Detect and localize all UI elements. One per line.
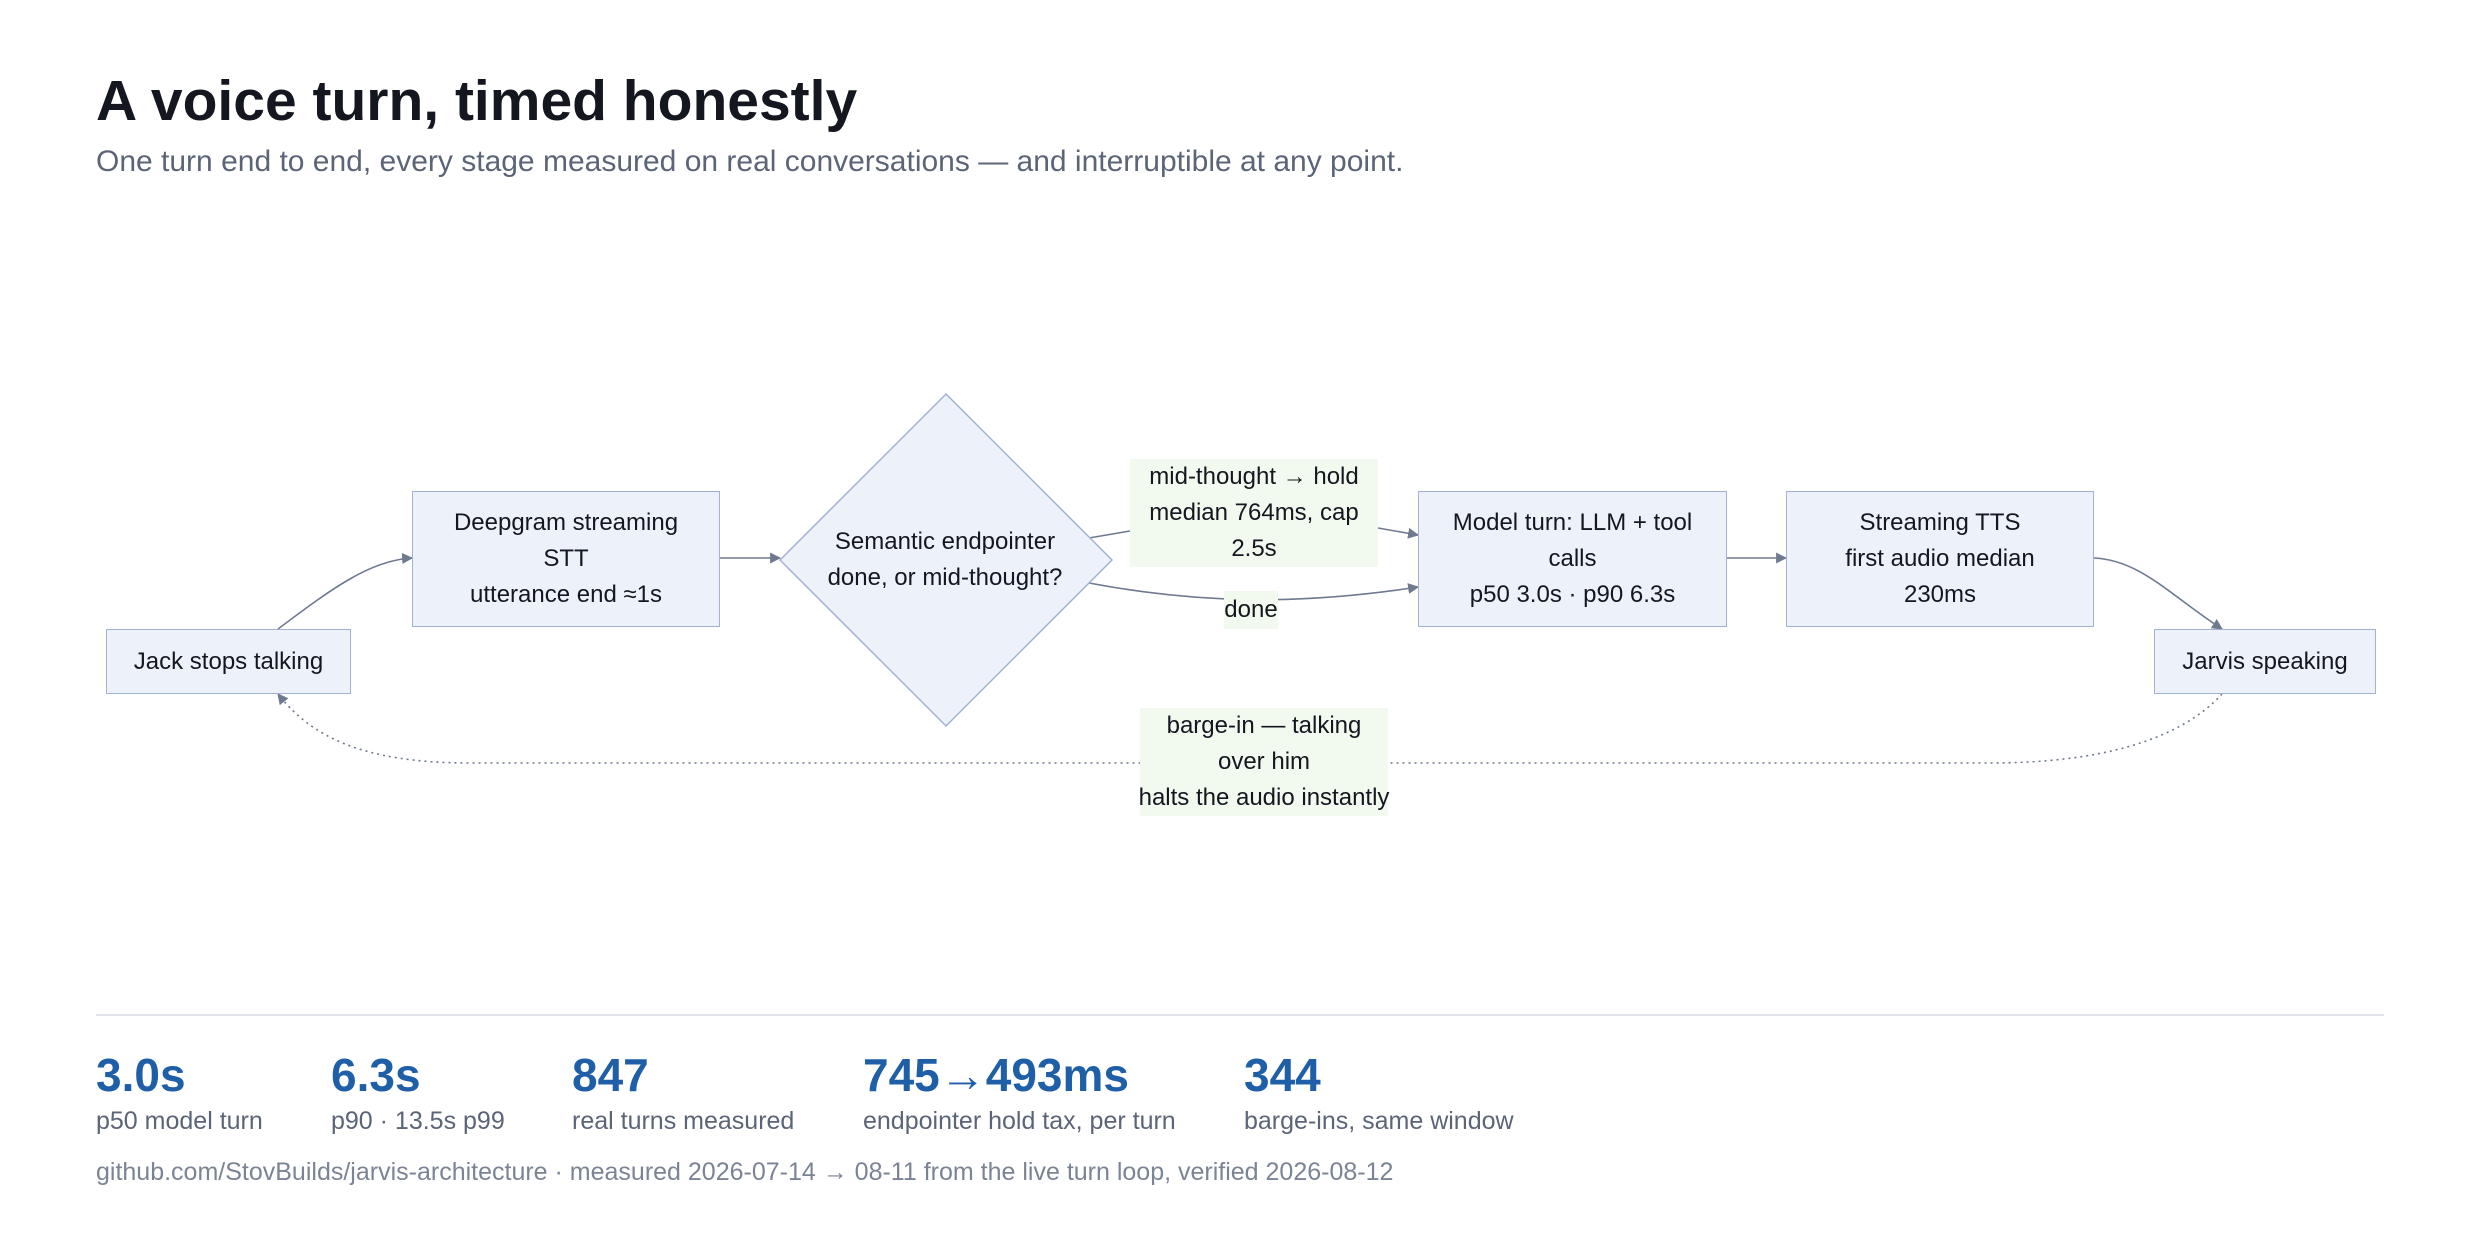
stat-p50-model-turn-value: 3.0s bbox=[96, 1049, 186, 1101]
node-model-turn-line-1: Model turn: LLM + tool bbox=[1452, 509, 1693, 536]
stat-endpointer-hold-tax-label: endpointer hold tax, per turn bbox=[863, 1107, 1176, 1135]
node-streaming-tts-line-3: 230ms bbox=[1903, 581, 1977, 608]
node-jack-stops-talking: Jack stops talking bbox=[106, 629, 351, 694]
edge-tts-to-end bbox=[2093, 557, 2223, 630]
stat-barge-ins: 344 barge-ins, same window bbox=[1244, 1048, 1514, 1136]
node-streaming-tts: Streaming TTS first audio median 230ms bbox=[1786, 491, 2094, 627]
stat-endpointer-hold-tax-value: 745→493ms bbox=[863, 1049, 1129, 1101]
stat-p90: 6.3s p90 · 13.5s p99 bbox=[331, 1048, 505, 1136]
node-semantic-endpointer-line-2: done, or mid-thought? bbox=[827, 564, 1063, 591]
stat-barge-ins-label: barge-ins, same window bbox=[1244, 1107, 1514, 1135]
node-deepgram-stt-line-2: STT bbox=[543, 545, 589, 572]
page-subtitle: One turn end to end, every stage measure… bbox=[96, 145, 1404, 178]
edge-label-barge-in: barge-in — talking over him halts the au… bbox=[1138, 708, 1390, 816]
node-semantic-endpointer: Semantic endpointer done, or mid-thought… bbox=[780, 518, 1110, 602]
node-jarvis-speaking-line-1: Jarvis speaking bbox=[2182, 647, 2348, 675]
footer-source-note: github.com/StovBuilds/jarvis-architectur… bbox=[96, 1158, 1394, 1186]
node-jack-stops-talking-line-1: Jack stops talking bbox=[133, 647, 324, 675]
stat-turns-measured-value: 847 bbox=[572, 1049, 649, 1101]
edge-label-hold-line-2: median 764ms, cap bbox=[1149, 499, 1359, 526]
stat-p90-value: 6.3s bbox=[331, 1049, 421, 1101]
edge-label-hold: mid-thought → hold median 764ms, cap 2.5… bbox=[1130, 459, 1378, 567]
edge-endpointer-hold bbox=[1088, 530, 1131, 539]
edge-label-hold-line-3: 2.5s bbox=[1231, 535, 1277, 562]
edge-label-hold-line-1: mid-thought → hold bbox=[1149, 463, 1359, 490]
edge-label-done-line-1: done bbox=[1224, 596, 1278, 623]
edge-endpointer-hold-arrow bbox=[1377, 527, 1420, 539]
stat-endpointer-hold-tax: 745→493ms endpointer hold tax, per turn bbox=[863, 1048, 1176, 1136]
node-deepgram-stt-line-1: Deepgram streaming bbox=[453, 509, 679, 536]
node-streaming-tts-line-1: Streaming TTS bbox=[1859, 509, 2021, 536]
node-model-turn-line-2: calls bbox=[1548, 545, 1597, 572]
node-jarvis-speaking: Jarvis speaking bbox=[2154, 629, 2376, 694]
node-model-turn-line-3: p50 3.0s · p90 6.3s bbox=[1469, 581, 1676, 608]
edge-start-to-stt bbox=[277, 552, 414, 630]
edge-label-barge-in-line-2: over him bbox=[1217, 748, 1311, 775]
edge-label-barge-in-line-1: barge-in — talking bbox=[1166, 712, 1362, 739]
stat-turns-measured-label: real turns measured bbox=[572, 1107, 795, 1135]
edge-barge-in bbox=[277, 693, 2223, 764]
stat-p50-model-turn-label: p50 model turn bbox=[96, 1107, 263, 1135]
stat-barge-ins-value: 344 bbox=[1244, 1049, 1321, 1101]
node-streaming-tts-line-2: first audio median bbox=[1845, 545, 2035, 572]
stats-divider bbox=[96, 1014, 2384, 1016]
node-deepgram-stt: Deepgram streaming STT utterance end ≈1s bbox=[412, 491, 720, 627]
stat-p50-model-turn: 3.0s p50 model turn bbox=[96, 1048, 263, 1136]
stat-turns-measured: 847 real turns measured bbox=[572, 1048, 794, 1136]
node-semantic-endpointer-line-1: Semantic endpointer bbox=[834, 528, 1056, 555]
endpointer-diamond bbox=[778, 392, 1114, 728]
edge-label-done: done bbox=[1224, 591, 1278, 629]
stat-p90-label: p90 · 13.5s p99 bbox=[331, 1107, 505, 1135]
edge-label-barge-in-line-3: halts the audio instantly bbox=[1138, 784, 1390, 811]
node-deepgram-stt-line-3: utterance end ≈1s bbox=[470, 581, 662, 608]
page-title: A voice turn, timed honestly bbox=[96, 69, 858, 133]
node-model-turn: Model turn: LLM + tool calls p50 3.0s · … bbox=[1418, 491, 1727, 627]
